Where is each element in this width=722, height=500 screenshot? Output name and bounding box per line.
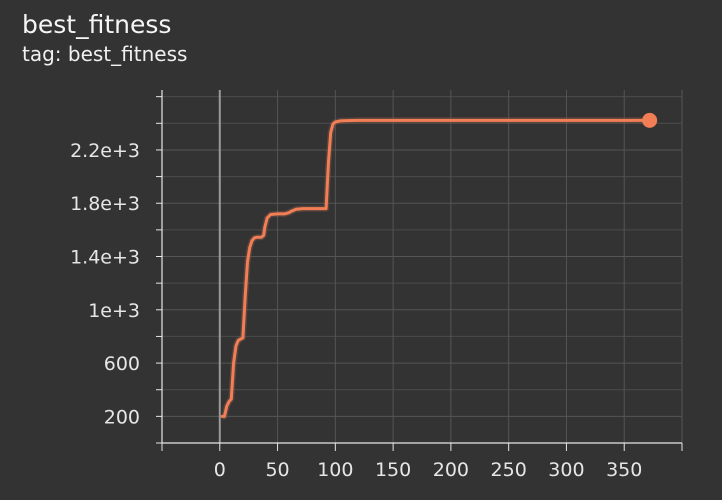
x-tick-label: 200: [433, 459, 469, 481]
chart-title: best_fitness: [22, 10, 172, 39]
x-tick-label: 300: [548, 459, 584, 481]
x-tick-label: 350: [606, 459, 642, 481]
chart-subtitle: tag: best_fitness: [22, 42, 188, 66]
y-tick-label: 1.4e+3: [70, 247, 140, 269]
y-tick-label: 600: [104, 353, 140, 375]
x-tick-label: 50: [265, 459, 289, 481]
x-tick-label: 150: [375, 459, 411, 481]
series-end-point: [642, 112, 658, 128]
x-tick-label: 0: [214, 459, 226, 481]
y-tick-label: 2.2e+3: [70, 140, 140, 162]
y-tick-label: 1.8e+3: [70, 193, 140, 215]
x-tick-label: 100: [317, 459, 353, 481]
y-tick-label: 1e+3: [88, 300, 140, 322]
y-tick-label: 200: [104, 406, 140, 428]
series-line: [220, 118, 652, 418]
series-raw-line: [221, 117, 650, 420]
x-tick-label: 250: [491, 459, 527, 481]
